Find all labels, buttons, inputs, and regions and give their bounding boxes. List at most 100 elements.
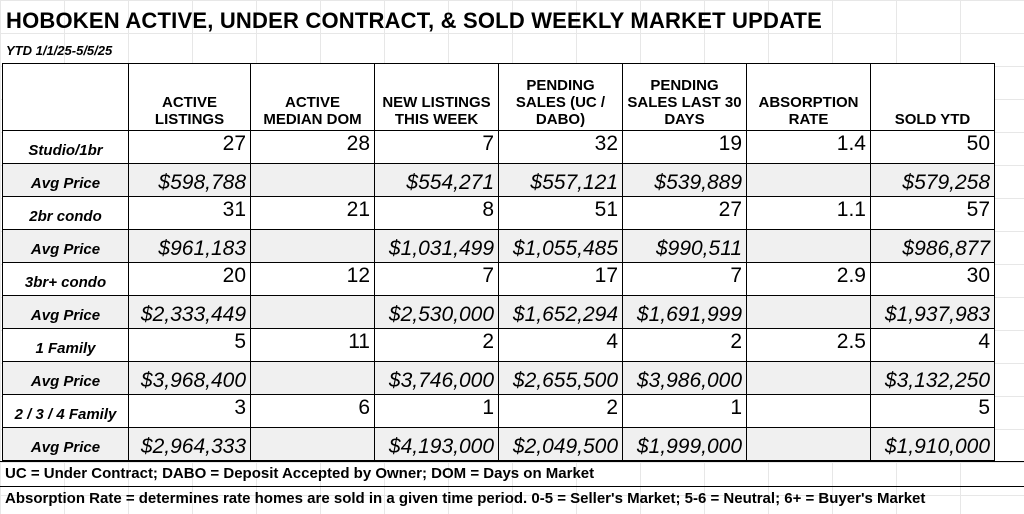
table-cell: 6 xyxy=(250,394,375,428)
row-label: Avg Price xyxy=(2,427,129,461)
table-cell: $2,049,500 xyxy=(498,427,623,461)
table-cell: $3,986,000 xyxy=(622,361,747,395)
table-cell: 7 xyxy=(374,262,499,296)
table-row: Avg Price $961,183 $1,031,499 $1,055,485 $99… xyxy=(2,229,995,263)
table-cell: 19 xyxy=(622,130,747,164)
table-cell: 1.4 xyxy=(746,130,871,164)
table-cell: $3,968,400 xyxy=(128,361,251,395)
table-row: 1 Family 5 11 2 4 2 2.5 4 xyxy=(2,328,995,362)
table-cell xyxy=(746,427,871,461)
footnote-absorption: Absorption Rate = determines rate homes … xyxy=(5,490,926,507)
table-cell xyxy=(746,361,871,395)
header-pending-sales: PENDING SALES (UC / DABO) xyxy=(498,63,623,131)
header-absorption-rate: ABSORPTION RATE xyxy=(746,63,871,131)
table-cell: $3,132,250 xyxy=(870,361,995,395)
table-cell: $1,999,000 xyxy=(622,427,747,461)
header-active-listings: ACTIVE LISTINGS xyxy=(128,63,251,131)
table-cell xyxy=(250,163,375,197)
table-cell: $1,031,499 xyxy=(374,229,499,263)
table-cell: $579,258 xyxy=(870,163,995,197)
report-title: HOBOKEN ACTIVE, UNDER CONTRACT, & SOLD W… xyxy=(6,8,823,33)
table-cell: 57 xyxy=(870,196,995,230)
table-cell: 7 xyxy=(622,262,747,296)
table-cell: 2 xyxy=(374,328,499,362)
table-row: Avg Price $598,788 $554,271 $557,121 $539,88… xyxy=(2,163,995,197)
table-cell: $1,937,983 xyxy=(870,295,995,329)
table-cell: $554,271 xyxy=(374,163,499,197)
table-cell xyxy=(250,427,375,461)
table-row: Avg Price $2,964,333 $4,193,000 $2,049,500 $… xyxy=(2,427,995,461)
table-cell xyxy=(250,229,375,263)
table-cell xyxy=(746,295,871,329)
header-pending-last-30: PENDING SALES LAST 30 DAYS xyxy=(622,63,747,131)
table-cell: 5 xyxy=(870,394,995,428)
row-label: Studio/1br xyxy=(2,130,129,164)
table-cell: 2 xyxy=(622,328,747,362)
table-cell: $2,655,500 xyxy=(498,361,623,395)
market-table: ACTIVE LISTINGS ACTIVE MEDIAN DOM NEW LI… xyxy=(2,63,995,461)
table-cell: 17 xyxy=(498,262,623,296)
table-cell: $3,746,000 xyxy=(374,361,499,395)
table-cell: 27 xyxy=(622,196,747,230)
table-row: Avg Price $3,968,400 $3,746,000 $2,655,500 $… xyxy=(2,361,995,395)
table-cell: $598,788 xyxy=(128,163,251,197)
table-cell xyxy=(746,394,871,428)
table-cell: 1 xyxy=(374,394,499,428)
header-blank xyxy=(2,63,129,131)
table-cell: 50 xyxy=(870,130,995,164)
table-cell: 32 xyxy=(498,130,623,164)
table-cell: 2.5 xyxy=(746,328,871,362)
table-row: 2br condo 31 21 8 51 27 1.1 57 xyxy=(2,196,995,230)
table-cell: $2,530,000 xyxy=(374,295,499,329)
table-cell: $1,691,999 xyxy=(622,295,747,329)
table-cell: $990,511 xyxy=(622,229,747,263)
table-cell: $1,055,485 xyxy=(498,229,623,263)
table-cell xyxy=(746,229,871,263)
table-cell: $557,121 xyxy=(498,163,623,197)
table-cell: $4,193,000 xyxy=(374,427,499,461)
table-cell: 20 xyxy=(128,262,251,296)
table-cell: 1.1 xyxy=(746,196,871,230)
header-active-median-dom: ACTIVE MEDIAN DOM xyxy=(250,63,375,131)
table-cell: 30 xyxy=(870,262,995,296)
header-new-listings: NEW LISTINGS THIS WEEK xyxy=(374,63,499,131)
table-cell: 27 xyxy=(128,130,251,164)
table-cell: $1,910,000 xyxy=(870,427,995,461)
table-cell xyxy=(250,295,375,329)
table-row: 3br+ condo 20 12 7 17 7 2.9 30 xyxy=(2,262,995,296)
row-label: 1 Family xyxy=(2,328,129,362)
table-cell: 1 xyxy=(622,394,747,428)
table-cell: 11 xyxy=(250,328,375,362)
table-cell: 51 xyxy=(498,196,623,230)
table-cell: 8 xyxy=(374,196,499,230)
table-cell: 5 xyxy=(128,328,251,362)
table-cell xyxy=(250,361,375,395)
table-cell: 4 xyxy=(870,328,995,362)
footer-divider xyxy=(0,461,1024,462)
table-row: 2 / 3 / 4 Family 3 6 1 2 1 5 xyxy=(2,394,995,428)
header-sold-ytd: SOLD YTD xyxy=(870,63,995,131)
table-cell: $961,183 xyxy=(128,229,251,263)
table-row: Studio/1br 27 28 7 32 19 1.4 50 xyxy=(2,130,995,164)
row-label: Avg Price xyxy=(2,361,129,395)
table-cell: $2,964,333 xyxy=(128,427,251,461)
table-cell: 7 xyxy=(374,130,499,164)
table-cell: $986,877 xyxy=(870,229,995,263)
table-cell: $2,333,449 xyxy=(128,295,251,329)
table-cell: $539,889 xyxy=(622,163,747,197)
table-cell: 28 xyxy=(250,130,375,164)
footnote-abbreviations: UC = Under Contract; DABO = Deposit Acce… xyxy=(5,465,595,482)
table-cell: 2 xyxy=(498,394,623,428)
table-row: Avg Price $2,333,449 $2,530,000 $1,652,294 $… xyxy=(2,295,995,329)
table-cell: $1,652,294 xyxy=(498,295,623,329)
row-label: Avg Price xyxy=(2,163,129,197)
table-cell: 21 xyxy=(250,196,375,230)
row-label: 2 / 3 / 4 Family xyxy=(2,394,129,428)
row-label: 3br+ condo xyxy=(2,262,129,296)
date-range: YTD 1/1/25-5/5/25 xyxy=(6,43,113,58)
header-row: ACTIVE LISTINGS ACTIVE MEDIAN DOM NEW LI… xyxy=(2,63,995,131)
row-label: Avg Price xyxy=(2,229,129,263)
table-cell: 31 xyxy=(128,196,251,230)
table-cell: 4 xyxy=(498,328,623,362)
row-label: Avg Price xyxy=(2,295,129,329)
